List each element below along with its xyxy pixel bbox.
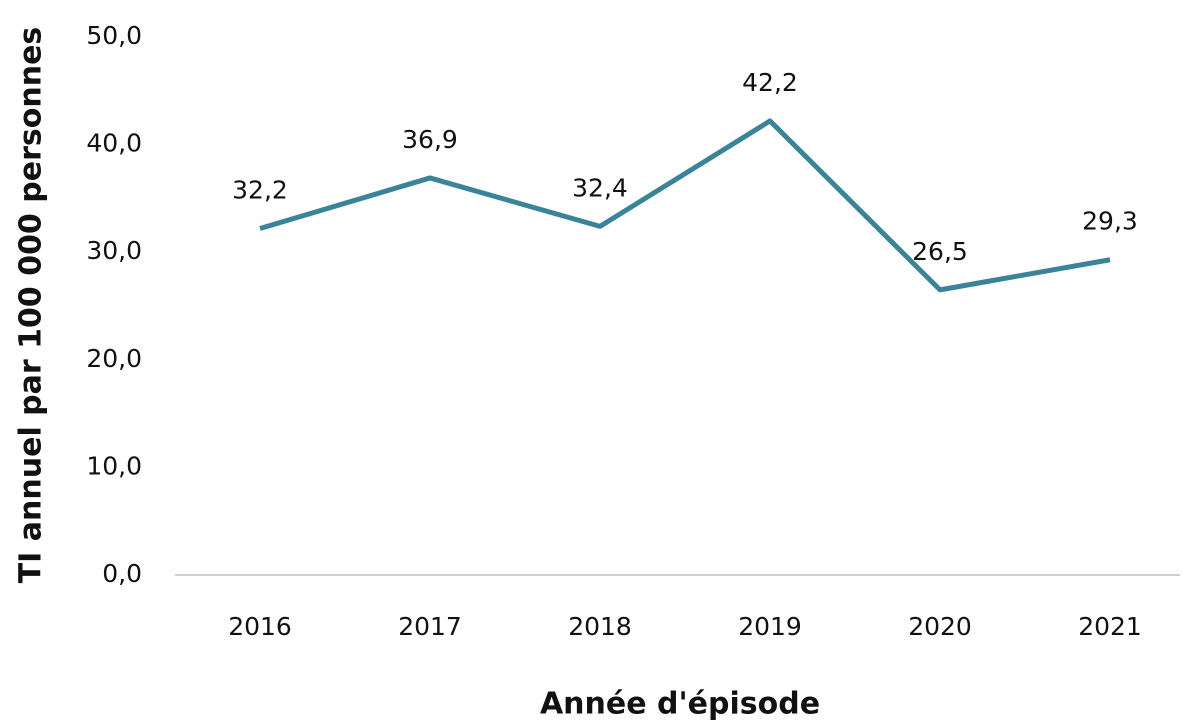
x-tick-label: 2020	[908, 612, 972, 641]
data-label: 42,2	[742, 68, 798, 97]
y-tick-label: 30,0	[86, 236, 142, 265]
y-tick-label: 40,0	[86, 129, 142, 158]
y-tick-label: 10,0	[86, 451, 142, 480]
x-axis-title: Année d'épisode	[540, 687, 820, 722]
data-label: 32,2	[232, 176, 288, 205]
y-tick-label: 50,0	[86, 21, 142, 50]
y-tick-label: 0,0	[102, 559, 142, 588]
x-tick-label: 2016	[228, 612, 292, 641]
x-tick-label: 2017	[398, 612, 462, 641]
data-label: 29,3	[1082, 207, 1138, 236]
x-tick-label: 2021	[1078, 612, 1142, 641]
x-tick-label: 2018	[568, 612, 632, 641]
data-label: 36,9	[402, 125, 458, 154]
x-tick-label: 2019	[738, 612, 802, 641]
y-axis-title: TI annuel par 100 000 personnes	[14, 27, 49, 584]
line	[259, 118, 1111, 293]
data-label: 32,4	[572, 173, 628, 202]
y-tick-label: 20,0	[86, 344, 142, 373]
data-label: 26,5	[912, 237, 968, 266]
